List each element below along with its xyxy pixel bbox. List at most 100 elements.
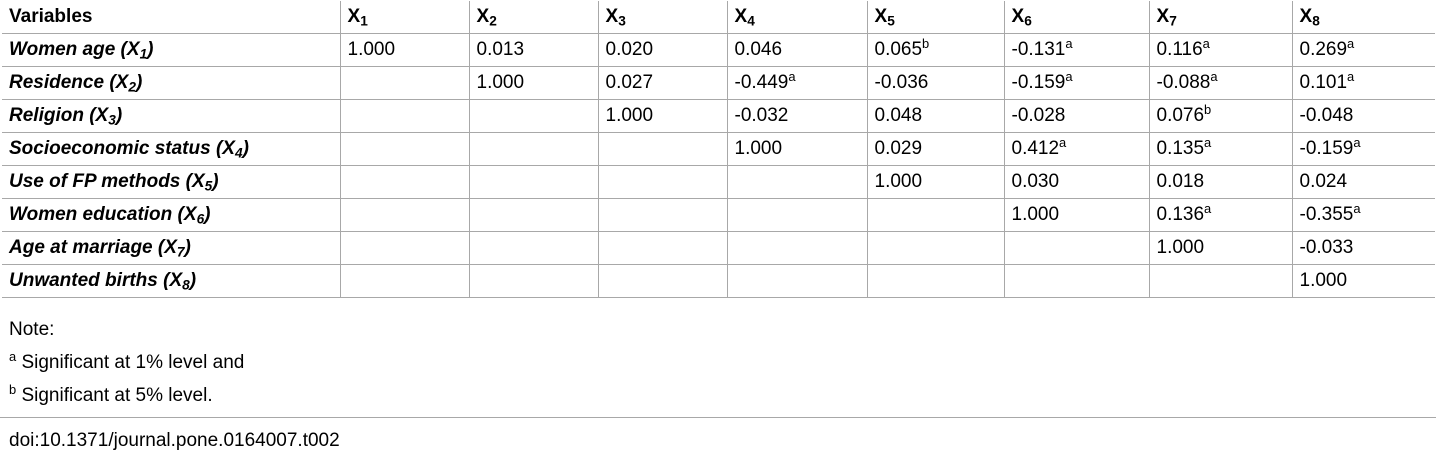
- cell-value: -0.355: [1299, 204, 1354, 225]
- table-cell: -0.033: [1291, 231, 1435, 265]
- table-row: Unwanted births (X8) 1.000: [2, 264, 1435, 298]
- table-cell: [339, 66, 470, 100]
- row-label: Age at marriage (X7): [2, 231, 341, 265]
- divider: [0, 417, 1436, 418]
- cell-value: 1.000: [476, 72, 525, 93]
- table-row: Socioeconomic status (X4) 1.000 0.029 0.412…: [2, 132, 1435, 166]
- cell-value: 0.013: [476, 39, 525, 60]
- table-cell: [597, 198, 728, 232]
- table-cell: 0.136a: [1148, 198, 1293, 232]
- table-cell: -0.048: [1291, 99, 1435, 133]
- table-cell: -0.131a: [1003, 33, 1150, 67]
- row-label-subscript: 3: [108, 112, 116, 128]
- table-cell: [468, 132, 599, 166]
- row-label-subscript: 1: [139, 46, 148, 62]
- doi-link[interactable]: doi:10.1371/journal.pone.0164007.t002: [9, 430, 340, 451]
- row-label-text: Women age (X: [9, 39, 140, 60]
- table-cell: [1148, 264, 1293, 298]
- header-col-base: X: [874, 6, 888, 27]
- row-label-subscript: 4: [234, 145, 243, 161]
- cell-value: 0.065: [874, 39, 923, 60]
- cell-value: -0.028: [1011, 105, 1066, 126]
- table-row: Women education (X6) 1.000 0.136a -0.355 a: [2, 198, 1435, 232]
- cell-value: -0.131: [1011, 39, 1066, 60]
- cell-value: 0.269: [1299, 39, 1348, 60]
- table-cell: 0.048: [866, 99, 1005, 133]
- header-col-subscript: 4: [747, 13, 755, 29]
- row-label-close: ): [147, 39, 154, 60]
- cell-value: 0.020: [605, 39, 654, 60]
- significance-mark: b: [1204, 101, 1212, 117]
- header-col-x4: X4: [726, 1, 868, 34]
- cell-value: 0.030: [1011, 171, 1060, 192]
- footnote-mark: b: [9, 381, 17, 397]
- table-cell: 1.000: [726, 132, 868, 166]
- correlation-table: Variables X1 X2 X3 X4 X5 X6 X7 X8 Women age (X1…: [2, 1, 1435, 298]
- table-cell: -0.036: [866, 66, 1005, 100]
- cell-value: 1.000: [1011, 204, 1060, 225]
- table-cell: 0.030: [1003, 165, 1150, 199]
- significance-mark: a: [1204, 134, 1212, 150]
- table-cell: [468, 99, 599, 133]
- footnote-b: b Significant at 5% level.: [9, 381, 213, 407]
- header-col-subscript: 3: [618, 13, 626, 29]
- row-label: Use of FP methods (X5): [2, 165, 341, 199]
- cell-value: 0.076: [1156, 105, 1205, 126]
- table-cell: [1003, 264, 1150, 298]
- table-cell: [866, 231, 1005, 265]
- table-cell: 0.020: [597, 33, 728, 67]
- footnote-mark: a: [9, 348, 17, 364]
- row-label-close: ): [189, 270, 197, 291]
- table-cell: 1.000: [468, 66, 599, 100]
- cell-value: 1.000: [1299, 270, 1348, 291]
- header-variables: Variables: [2, 1, 341, 34]
- table-cell: 0.116a: [1148, 33, 1293, 67]
- cell-value: 0.135: [1156, 138, 1205, 159]
- header-col-base: X: [734, 6, 748, 27]
- header-col-subscript: 6: [1024, 13, 1032, 29]
- cell-value: 0.024: [1299, 171, 1348, 192]
- table-cell: -0.088a: [1148, 66, 1293, 100]
- table-cell: -0.028: [1003, 99, 1150, 133]
- row-label-close: ): [204, 204, 211, 225]
- row-label-subscript: 7: [176, 244, 185, 260]
- table-cell: [339, 198, 470, 232]
- table-cell: 0.076b: [1148, 99, 1293, 133]
- table-cell: -0.159a: [1291, 132, 1435, 166]
- table-cell: [468, 231, 599, 265]
- significance-mark: a: [1210, 68, 1218, 84]
- cell-value: -0.449: [734, 72, 789, 93]
- row-label: Women education (X6): [2, 198, 341, 232]
- table-cell: 0.269a: [1291, 33, 1435, 67]
- table-row: Religion (X3) 1.000 -0.032 0.048 -0.028 0.076…: [2, 99, 1435, 133]
- table-cell: [468, 264, 599, 298]
- significance-mark: a: [1059, 134, 1067, 150]
- table-cell: 0.065b: [866, 33, 1005, 67]
- table-cell: [339, 264, 470, 298]
- cell-value: -0.088: [1156, 72, 1211, 93]
- table-cell: [597, 231, 728, 265]
- header-col-subscript: 2: [489, 13, 497, 29]
- significance-mark: a: [1347, 35, 1355, 51]
- table-cell: [339, 132, 470, 166]
- header-col-x7: X7: [1148, 1, 1293, 34]
- table-cell: 0.024: [1291, 165, 1435, 199]
- cell-value: 1.000: [605, 105, 654, 126]
- footnote-text: Significant at 1% level and: [16, 352, 245, 373]
- significance-mark: a: [1065, 35, 1073, 51]
- table-cell: [597, 132, 728, 166]
- significance-mark: a: [1204, 200, 1212, 216]
- table-cell: 1.000: [866, 165, 1005, 199]
- header-col-base: X: [605, 6, 619, 27]
- table-cell: [468, 198, 599, 232]
- row-label-text: Residence (X: [9, 72, 129, 93]
- row-label-text: Age at marriage (X: [9, 237, 177, 258]
- row-label-subscript: 2: [128, 79, 136, 95]
- table-cell: [339, 231, 470, 265]
- footnote-a: a Significant at 1% level and: [9, 348, 245, 374]
- row-label-text: Religion (X: [9, 105, 109, 126]
- table-cell: [726, 198, 868, 232]
- row-label-close: ): [135, 72, 143, 93]
- header-col-x1: X1: [339, 1, 470, 34]
- row-label: Socioeconomic status (X4): [2, 132, 341, 166]
